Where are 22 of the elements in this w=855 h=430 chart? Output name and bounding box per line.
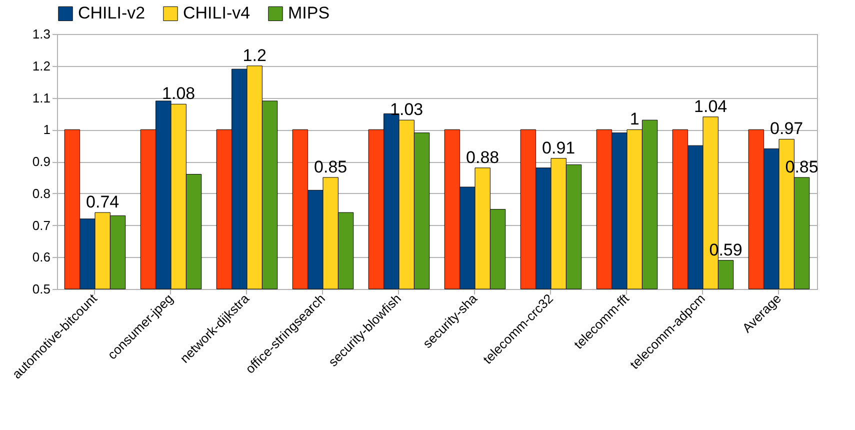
legend-label: CHILI-v2 (78, 4, 146, 23)
y-tick-label: 0.5 (32, 282, 50, 296)
data-label: 0.74 (86, 192, 120, 212)
data-label: 0.97 (770, 119, 804, 138)
y-tick-label: 0.7 (32, 218, 50, 233)
data-label: 1 (630, 110, 640, 129)
y-tick-label: 1.1 (32, 90, 50, 106)
legend-label: CHILI-v4 (183, 4, 250, 23)
y-tick-label: 1 (43, 122, 50, 138)
y-tick-label: 1.2 (32, 58, 50, 74)
data-label: 0.85 (314, 157, 348, 176)
data-label: 1.04 (694, 96, 728, 116)
data-label: 1.08 (162, 84, 196, 104)
y-tick-label: 1.3 (32, 26, 50, 42)
data-label: 1.2 (242, 46, 266, 65)
y-tick-label: 0.9 (32, 154, 50, 169)
y-tick-label: 0.8 (32, 186, 50, 201)
y-tick-label: 0.6 (32, 250, 50, 265)
legend-label: MIPS (288, 4, 330, 23)
data-label: 1.03 (390, 100, 424, 120)
data-label: 0.91 (542, 138, 576, 158)
data-label: 0.88 (466, 148, 500, 167)
